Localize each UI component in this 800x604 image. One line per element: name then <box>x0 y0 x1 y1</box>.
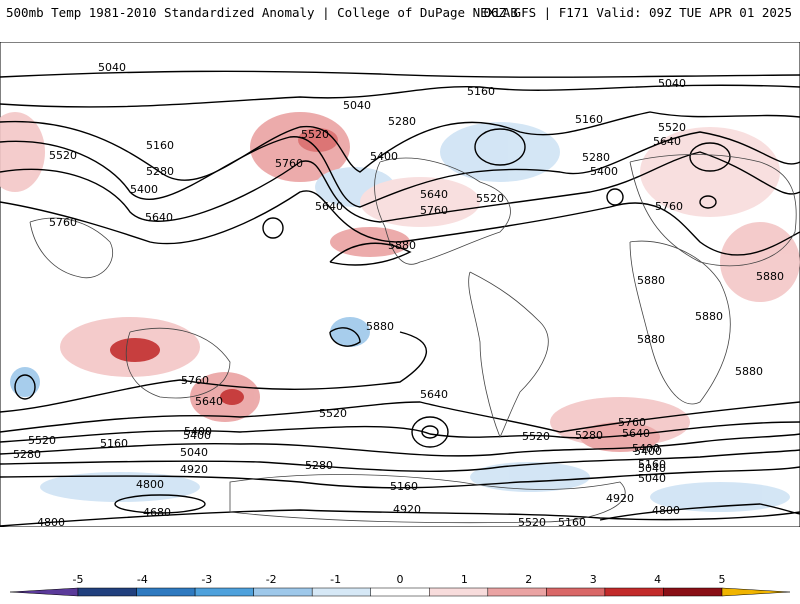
contour-label: 5520 <box>522 430 550 443</box>
colorbar: -5 -4 -3 -2 -1 0 1 2 3 4 5 <box>0 568 800 600</box>
colorbar-band <box>136 587 196 597</box>
colorbar-band <box>546 587 606 597</box>
contour-label: 5520 <box>319 407 347 420</box>
colorbar-tick-label: -2 <box>266 573 277 586</box>
contour-label: 5160 <box>390 480 418 493</box>
colorbar-band <box>429 587 489 597</box>
contour-label: 5520 <box>658 121 686 134</box>
contour-label: 5760 <box>181 374 209 387</box>
colorbar-tick-label: 3 <box>590 573 597 586</box>
contour-label: 5880 <box>388 239 416 252</box>
model-run-info: 06Z GFS | F171 Valid: 09Z TUE APR 01 202… <box>483 5 792 20</box>
contour-label: 5280 <box>388 115 416 128</box>
contour-label: 5280 <box>582 151 610 164</box>
contour-label: 5880 <box>637 333 665 346</box>
contour-label: 5400 <box>130 183 158 196</box>
contour-label: 5040 <box>658 77 686 90</box>
colorbar-band <box>663 587 723 597</box>
contour-label: 4800 <box>652 504 680 517</box>
contour-label: 5040 <box>638 472 666 485</box>
contour-label: 5400 <box>632 442 660 455</box>
colorbar-tick-label: 1 <box>461 573 468 586</box>
colorbar-tick-label: -1 <box>330 573 341 586</box>
colorbar-low-arrow <box>9 587 79 597</box>
contour-label: 5160 <box>100 437 128 450</box>
contour-label: 5640 <box>420 188 448 201</box>
contour-label: 5760 <box>618 416 646 429</box>
colorbar-band <box>311 587 371 597</box>
colorbar-tick-label: -5 <box>73 573 84 586</box>
contour-label: 5760 <box>655 200 683 213</box>
contour-label: 4920 <box>393 503 421 516</box>
contour-label: 5640 <box>653 135 681 148</box>
contour-label: 5400 <box>590 165 618 178</box>
contour-label: 5640 <box>195 395 223 408</box>
contour-label: 5160 <box>467 85 495 98</box>
contour-label: 4800 <box>37 516 65 527</box>
colorbar-tick-label: 0 <box>397 573 404 586</box>
contour-label: 5040 <box>98 61 126 74</box>
colorbar-band <box>194 587 254 597</box>
contour-label: 5040 <box>638 462 666 475</box>
coastlines <box>29 154 797 524</box>
contour-label: 4680 <box>143 506 171 519</box>
contour-label: 5280 <box>305 459 333 472</box>
colorbar-band <box>77 587 137 597</box>
contour-label: 5520 <box>476 192 504 205</box>
contour-label: 5640 <box>145 211 173 224</box>
contour-label: 5160 <box>575 113 603 126</box>
contour-label: 5760 <box>420 204 448 217</box>
contour-label: 5160 <box>558 516 586 527</box>
contour-label: 5160 <box>638 458 666 471</box>
contour-label: 5280 <box>146 165 174 178</box>
contour-label: 5280 <box>575 429 603 442</box>
contour-label: 5760 <box>49 216 77 229</box>
contour-label: 5400 <box>370 150 398 163</box>
contour-label: 5640 <box>420 388 448 401</box>
contour-label: 5520 <box>49 149 77 162</box>
colorbar-band <box>370 587 430 597</box>
colorbar-tick-label: -3 <box>201 573 212 586</box>
contour-label: 4920 <box>180 463 208 476</box>
colorbar-high-arrow <box>721 587 791 597</box>
contour-labels: 5040 5040 5040 5160 5160 5160 5520 5520 … <box>13 61 784 527</box>
contour-label: 5520 <box>301 128 329 141</box>
contour-label: 5400 <box>184 425 212 438</box>
anomaly-map: 5040 5040 5040 5160 5160 5160 5520 5520 … <box>0 42 800 527</box>
colorbar-band <box>604 587 664 597</box>
contour-label: 5040 <box>343 99 371 112</box>
chart-title: 500mb Temp 1981-2010 Standardized Anomal… <box>6 5 518 20</box>
contour-label: 5880 <box>756 270 784 283</box>
height-contours <box>0 70 800 527</box>
colorbar-tick-label: 5 <box>719 573 726 586</box>
contour-label: 4920 <box>606 492 634 505</box>
contour-label: 5280 <box>13 448 41 461</box>
colorbar-tick-label: 2 <box>525 573 532 586</box>
contour-label: 5640 <box>315 200 343 213</box>
contour-label: 5520 <box>28 434 56 447</box>
colorbar-band <box>253 587 313 597</box>
colorbar-tick-label: -4 <box>137 573 148 586</box>
contour-label: 4800 <box>136 478 164 491</box>
colorbar-band <box>487 587 547 597</box>
contour-label: 5400 <box>183 429 211 442</box>
contour-label: 5880 <box>366 320 394 333</box>
contour-label: 5640 <box>622 427 650 440</box>
anomaly-shading <box>0 112 800 512</box>
contour-label: 5880 <box>637 274 665 287</box>
contour-label: 5520 <box>518 516 546 527</box>
contour-label: 5160 <box>146 139 174 152</box>
contour-label: 5880 <box>695 310 723 323</box>
colorbar-tick-label: 4 <box>654 573 661 586</box>
contour-label: 5400 <box>634 445 662 458</box>
contour-label: 5760 <box>275 157 303 170</box>
contour-label: 5880 <box>735 365 763 378</box>
contour-label: 5040 <box>180 446 208 459</box>
